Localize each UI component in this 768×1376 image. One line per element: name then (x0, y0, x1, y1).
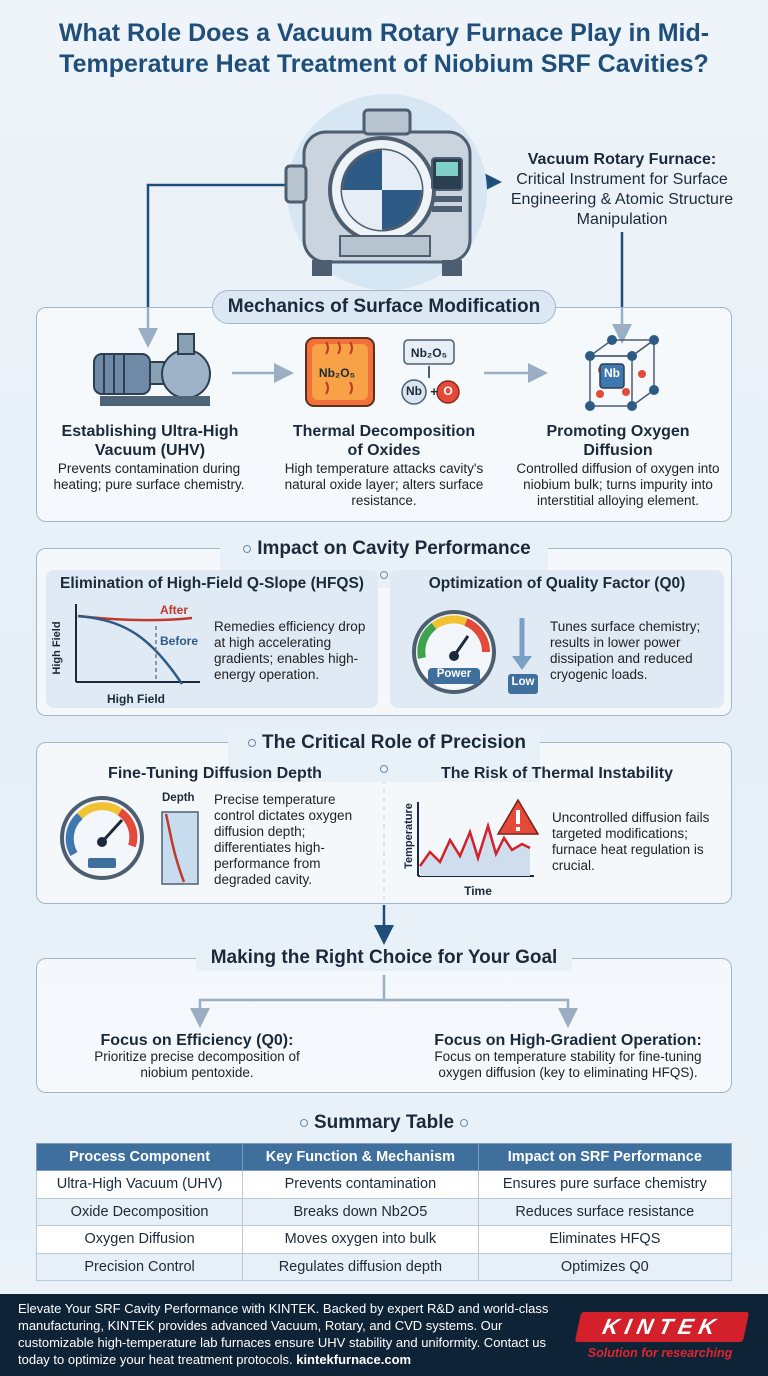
low-label: Low (511, 676, 535, 688)
vacuum-pump-icon (93, 333, 211, 406)
impact-heading-text: Impact on Cavity Performance (257, 538, 531, 559)
choice-gradient-title: Focus on High-Gradient Operation: (434, 1032, 702, 1049)
diffusion-depth-desc: Precise temperature control dictates oxy… (214, 792, 353, 887)
power-gauge-icon (412, 610, 538, 694)
precision-heading-text: The Critical Role of Precision (262, 732, 526, 753)
heading-dot-icon (243, 544, 252, 553)
table-cell: Ultra-High Vacuum (UHV) (35, 1170, 244, 1199)
precision-panel (36, 742, 732, 904)
hfqs-card-title: Elimination of High-Field Q-Slope (HFQS) (60, 575, 364, 592)
diffusion-depth-title: Fine-Tuning Diffusion Depth (108, 765, 322, 782)
precision-heading: The Critical Role of Precision (228, 730, 540, 782)
table-cell: Prevents contamination (242, 1170, 479, 1199)
heading-dot-icon (299, 1118, 308, 1127)
step-diffusion-title: Promoting Oxygen Diffusion (546, 423, 690, 459)
oxide-formula-label: Nb₂O₅ (410, 346, 448, 360)
table-row: Oxide Decomposition Breaks down Nb2O5 Re… (35, 1197, 733, 1226)
table-header-cell: Process Component (35, 1143, 244, 1171)
mechanics-heading: Mechanics of Surface Modification (212, 290, 556, 324)
hero-caption-title: Vacuum Rotary Furnace: (527, 151, 717, 168)
oxide-decomposition-icon (305, 337, 460, 407)
time-x-label: Time (464, 884, 492, 898)
gauge-power-label: Power (436, 668, 472, 680)
table-cell: Optimizes Q0 (477, 1252, 733, 1281)
heading-dot-icon (380, 764, 388, 773)
after-label: After (160, 603, 189, 617)
footer-text: Elevate Your SRF Cavity Performance with… (18, 1300, 556, 1368)
kintek-logo[interactable]: KINTEK (574, 1312, 750, 1342)
table-cell: Oxide Decomposition (35, 1197, 244, 1226)
table-header-row: Process Component Key Function & Mechani… (35, 1143, 733, 1171)
hero-caption-desc: Critical Instrument for Surface Engineer… (510, 171, 734, 228)
table-cell: Ensures pure surface chemistry (477, 1170, 733, 1199)
table-cell: Eliminates HFQS (477, 1225, 733, 1254)
hfqs-card-desc: Remedies efficiency drop at high acceler… (214, 619, 366, 682)
footer-body: Elevate Your SRF Cavity Performance with… (18, 1301, 549, 1367)
choice-efficiency-desc: Prioritize precise decomposition of niob… (94, 1049, 300, 1080)
step-diffusion-desc: Controlled diffusion of oxygen into niob… (516, 461, 720, 508)
thermal-instability-title: The Risk of Thermal Instability (440, 765, 674, 782)
before-label: Before (160, 634, 199, 648)
table-row: Ultra-High Vacuum (UHV) Prevents contami… (35, 1170, 733, 1199)
thermal-instability-desc: Uncontrolled diffusion fails targeted mo… (552, 810, 710, 873)
step-uhv-desc: Prevents contamination during heating; p… (53, 461, 245, 492)
choice-panel (36, 958, 732, 1093)
page-title: What Role Does a Vacuum Rotary Furnace P… (58, 19, 710, 78)
temperature-y-label: Temperature (403, 803, 415, 869)
step-uhv-title: Establishing Ultra-High Vacuum (UHV) (61, 423, 239, 459)
table-cell: Precision Control (35, 1252, 244, 1281)
hero-caption: Vacuum Rotary Furnace: Critical Instrume… (492, 150, 752, 230)
heading-dot-icon (248, 738, 257, 747)
choice-gradient-desc: Focus on temperature stability for fine-… (434, 1049, 702, 1080)
footer-link[interactable]: kintekfurnace.com (296, 1352, 412, 1367)
summary-heading: Summary Table (272, 1110, 496, 1136)
temperature-chart-icon (417, 798, 540, 877)
summary-table: Process Component Key Function & Mechani… (35, 1143, 733, 1281)
oxide-box-label: Nb₂O₅ (318, 366, 356, 380)
lattice-cube-icon (585, 335, 659, 411)
hfqs-chart-icon (75, 604, 200, 685)
hfqs-x-label: High Field (107, 692, 165, 706)
table-cell: Regulates diffusion depth (242, 1252, 479, 1281)
q0-card-desc: Tunes surface chemistry; results in lowe… (550, 619, 701, 682)
choice-heading: Making the Right Choice for Your Goal (196, 945, 572, 971)
hfqs-card (46, 570, 378, 708)
plus-label: + (430, 384, 438, 399)
table-row: Precision Control Regulates diffusion de… (35, 1252, 733, 1281)
choice-efficiency-title: Focus on Efficiency (Q0): (100, 1032, 294, 1049)
table-cell: Breaks down Nb2O5 (242, 1197, 479, 1226)
heading-dot-icon (460, 1118, 469, 1127)
table-header-cell: Impact on SRF Performance (477, 1143, 733, 1171)
table-header-cell: Key Function & Mechanism (242, 1143, 479, 1171)
step-oxide-desc: High temperature attacks cavity's natura… (284, 461, 484, 508)
table-cell: Moves oxygen into bulk (242, 1225, 479, 1254)
hfqs-y-label: High Field (51, 621, 63, 675)
cube-nb-label: Nb (604, 366, 620, 380)
step-oxide-title: Thermal Decomposition of Oxides (292, 423, 476, 459)
depth-label: Depth (162, 792, 195, 804)
summary-heading-text: Summary Table (313, 1112, 455, 1133)
kintek-tagline: Solution for researching (587, 1346, 733, 1360)
vacuum-furnace-icon (284, 94, 487, 290)
heading-dot-icon (380, 570, 388, 579)
q0-card-title: Optimization of Quality Factor (Q0) (428, 575, 686, 592)
table-row: Oxygen Diffusion Moves oxygen into bulk … (35, 1225, 733, 1254)
oxygen-atom-label: O (443, 384, 453, 398)
table-cell: Oxygen Diffusion (35, 1225, 244, 1254)
niobium-atom-label: Nb (406, 384, 422, 398)
depth-gauge-icon (60, 796, 199, 885)
table-cell: Reduces surface resistance (477, 1197, 733, 1226)
